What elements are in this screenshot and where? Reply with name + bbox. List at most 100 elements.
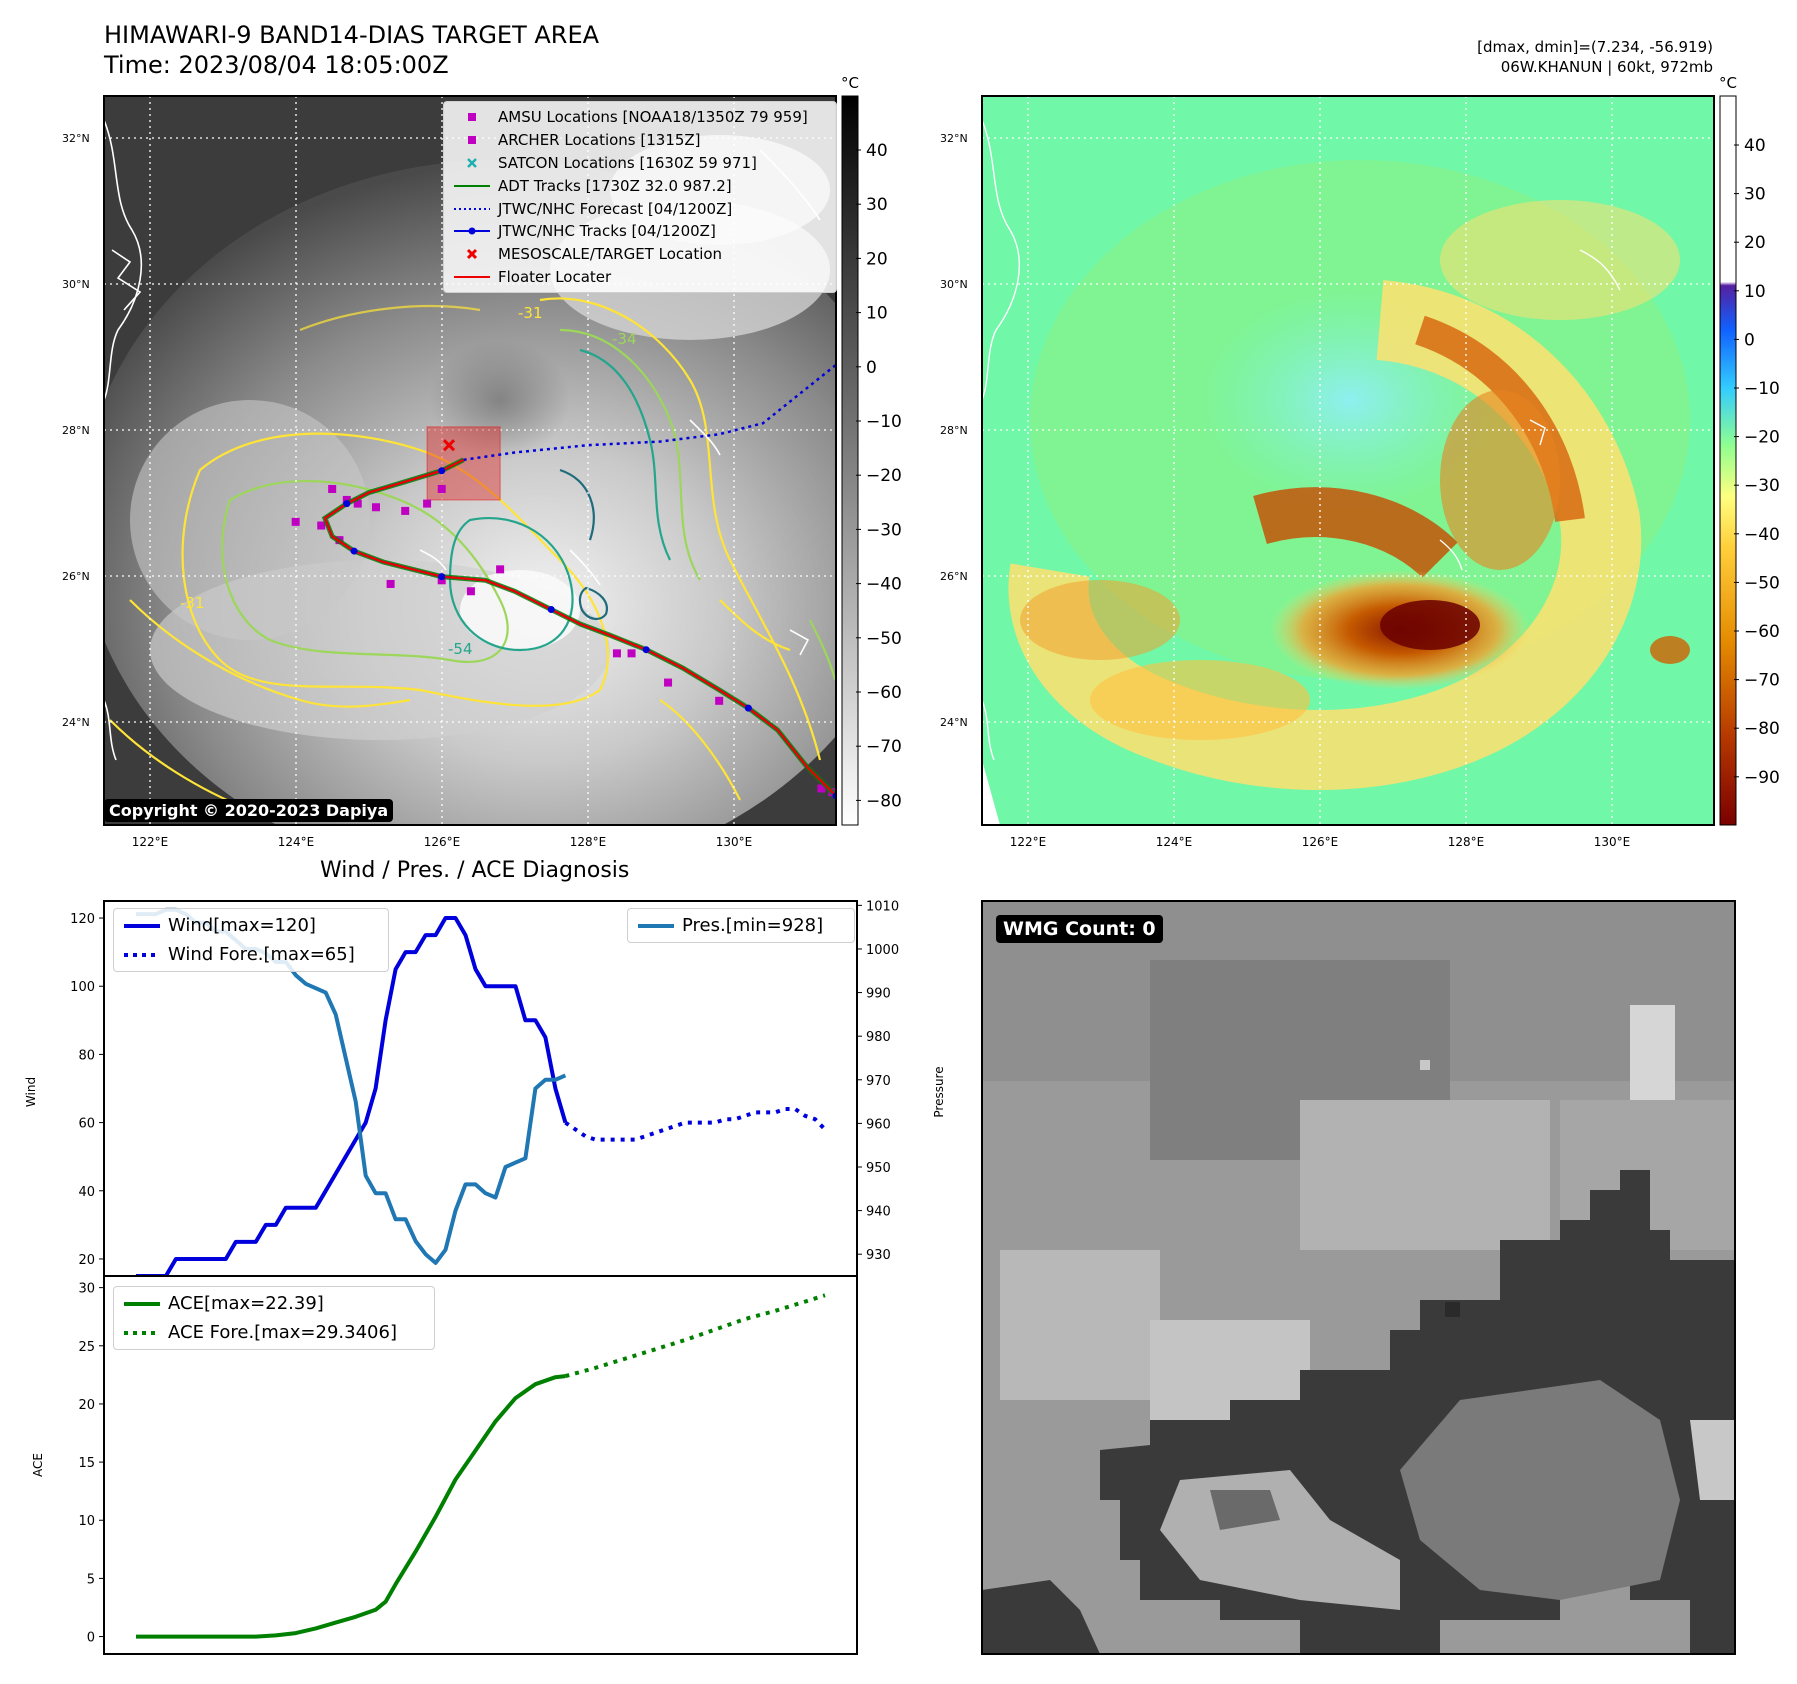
amsu-marker (466, 587, 475, 596)
legend-item-wind: Wind[max=120] (118, 911, 384, 940)
amsu-marker (437, 484, 446, 493)
pressure-y-axis-label: Pressure (932, 1066, 946, 1117)
colorbar-tick-label: 30 (1744, 185, 1766, 205)
legend-item-satcon: SATCON Locations [1630Z 59 971] (448, 152, 832, 175)
y-tick-label: 60 (78, 1117, 95, 1132)
colorbar-tick-label: −80 (866, 791, 902, 811)
amsu-marker (423, 499, 432, 508)
legend-label: Wind[max=120] (168, 915, 316, 936)
pressure-legend: Pres.[min=928] (627, 908, 855, 943)
legend-item-forecast: JTWC/NHC Forecast [04/1200Z] (448, 197, 832, 220)
contour-label: -34 (612, 330, 637, 348)
legend-item-tracks: JTWC/NHC Tracks [04/1200Z] (448, 220, 832, 243)
amsu-marker (496, 565, 505, 574)
ir-lon-labels: 122°E 124°E 126°E 128°E 130°E (132, 835, 753, 849)
track-point (438, 467, 446, 475)
colorbar-tick-label: −30 (866, 520, 902, 540)
colorbar-tick-label: −50 (1744, 573, 1780, 593)
enhanced-lat-labels: 32°N 30°N 28°N 26°N 24°N (940, 132, 968, 729)
colorbar-tick-label: 30 (866, 195, 888, 215)
lat-tick-label: 24°N (940, 716, 968, 729)
wmg-count-badge: WMG Count: 0 (996, 915, 1163, 943)
series-line (564, 1293, 826, 1379)
colorbar-tick-label: −20 (1744, 428, 1780, 448)
amsu-marker (715, 696, 724, 705)
lon-tick-label: 124°E (278, 835, 315, 849)
amsu-marker (664, 678, 673, 687)
legend-label: ADT Tracks [1730Z 32.0 987.2] (498, 176, 732, 195)
line-marker-icon (454, 184, 490, 187)
dmax-dmin-readout: [dmax, dmin]=(7.234, -56.919) (1477, 38, 1713, 56)
amsu-marker (627, 649, 636, 658)
ir-lat-labels: 32°N 30°N 28°N 26°N 24°N (62, 132, 90, 729)
legend-label: JTWC/NHC Tracks [04/1200Z] (498, 222, 716, 241)
ace-legend: ACE[max=22.39] ACE Fore.[max=29.3406] (113, 1286, 435, 1350)
x-marker-icon (466, 249, 478, 260)
y-tick-label: 1000 (866, 943, 899, 958)
wind-y-ticks: 120 100 80 60 40 20 (70, 912, 104, 1268)
figure-title: HIMAWARI-9 BAND14-DIAS TARGET AREA (104, 21, 600, 49)
legend-item-amsu: AMSU Locations [NOAA18/1350Z 79 959] (448, 106, 832, 129)
gray-colorbar (841, 95, 859, 826)
amsu-marker (386, 579, 395, 588)
lon-tick-label: 124°E (1156, 835, 1193, 849)
colorbar-tick-label: 0 (866, 358, 877, 378)
series-line (136, 1374, 566, 1639)
figure-timestamp: Time: 2023/08/04 18:05:00Z (104, 51, 449, 79)
amsu-marker (353, 499, 362, 508)
legend-item-ace-forecast: ACE Fore.[max=29.3406] (118, 1318, 430, 1347)
track-point (547, 606, 555, 614)
legend-label: MESOSCALE/TARGET Location (498, 245, 723, 264)
ace-y-axis-label: ACE (31, 1453, 45, 1477)
storm-info: 06W.KHANUN | 60kt, 972mb (1500, 58, 1713, 76)
amsu-marker (342, 495, 351, 504)
y-tick-label: 950 (866, 1161, 891, 1176)
track-point (438, 573, 446, 581)
jtwc-track-dots (343, 467, 836, 800)
legend-label: ARCHER Locations [1315Z] (498, 131, 701, 150)
pressure-y-ticks: 1010 1000 990 980 970 960 950 940 930 (857, 899, 899, 1263)
line-marker-icon (124, 1301, 160, 1306)
wind-y-axis-label: Wind (24, 1077, 38, 1107)
legend-item-target: MESOSCALE/TARGET Location (448, 243, 832, 266)
y-tick-label: 1010 (866, 899, 899, 914)
lat-tick-label: 28°N (62, 424, 90, 437)
contour-label: -31 (518, 304, 543, 322)
colorbar-tick-label: −50 (866, 629, 902, 649)
legend-item-floater: Floater Locater (448, 266, 832, 289)
colorbar-tick-label: 10 (1744, 282, 1766, 302)
line-dot-icon (454, 227, 490, 235)
y-tick-label: 20 (78, 1398, 95, 1413)
track-point (350, 547, 358, 555)
dotted-line-icon (124, 952, 160, 957)
map-legend: AMSU Locations [NOAA18/1350Z 79 959] ARC… (443, 101, 837, 294)
y-tick-label: 940 (866, 1205, 891, 1220)
legend-label: Pres.[min=928] (682, 915, 824, 936)
lon-tick-label: 128°E (570, 835, 607, 849)
lat-tick-label: 24°N (62, 716, 90, 729)
enhanced-gridlines (982, 96, 1714, 825)
y-tick-label: 960 (866, 1117, 891, 1132)
wmg-zoom-frame (981, 900, 1736, 1655)
y-tick-label: 20 (78, 1253, 95, 1268)
line-marker-icon (454, 275, 490, 278)
contour-labels: -31 -34 -31 -54 (180, 304, 637, 658)
legend-label: AMSU Locations [NOAA18/1350Z 79 959] (498, 108, 808, 127)
colorbar-tick-label: 40 (866, 141, 888, 161)
enhanced-map-panel (982, 96, 1714, 825)
contour-label: -31 (180, 594, 205, 612)
y-tick-label: 80 (78, 1048, 95, 1063)
y-tick-label: 120 (70, 912, 95, 927)
lat-tick-label: 28°N (940, 424, 968, 437)
colorbar-tick-label: 10 (866, 304, 888, 324)
enhanced-coastlines (982, 119, 1621, 761)
y-tick-label: 25 (78, 1340, 95, 1355)
colorbar-tick-label: −60 (1744, 622, 1780, 642)
lon-tick-label: 130°E (716, 835, 753, 849)
gray-colorbar-unit: °C (841, 74, 859, 92)
wmg-zoom-panel (982, 901, 1735, 1654)
jtwc-forecast-line (463, 363, 836, 462)
target-x-mark (442, 439, 456, 452)
colorbar-tick-label: −90 (1744, 768, 1780, 788)
